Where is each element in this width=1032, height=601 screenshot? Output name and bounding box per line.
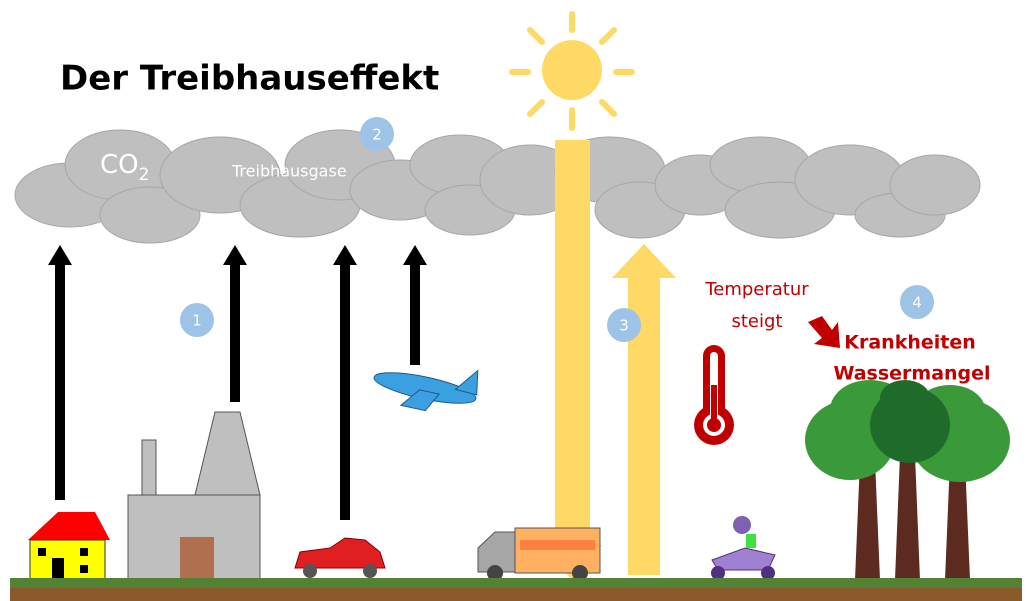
heat-arrow [612,244,676,575]
factory [128,412,260,580]
sun [512,14,632,128]
motorbike [711,516,775,580]
badge: 2 [360,117,394,151]
soil [10,588,1022,601]
thermometer [694,345,734,445]
title: Der Treibhauseffekt [60,59,439,99]
clouds [15,130,980,243]
house [28,512,110,580]
badge: 1 [180,303,214,337]
badge-number: 3 [619,317,629,335]
badge-number: 2 [372,126,382,144]
consequence: Krankheiten [844,332,976,354]
red-arrow [808,316,840,348]
co2-text: CO [100,150,139,180]
trees [805,380,1010,580]
car [295,538,385,578]
greenhouse-diagram: Der Treibhauseffekt CO2 Treibhausgase 1 … [0,0,1032,601]
truck [478,528,600,581]
temperature-line: Temperatur [704,279,809,300]
temperature-line: steigt [732,311,783,332]
badge-number: 4 [912,294,922,312]
co2-subscript: 2 [139,165,150,185]
badge: 3 [607,308,641,342]
plane [370,350,482,421]
grass [10,578,1022,588]
page: {"title": "Der Treibhauseffekt", "co2": … [0,0,1032,601]
badge: 4 [900,285,934,319]
badge-number: 1 [192,312,202,330]
gases-label: Treibhausgase [231,162,347,181]
